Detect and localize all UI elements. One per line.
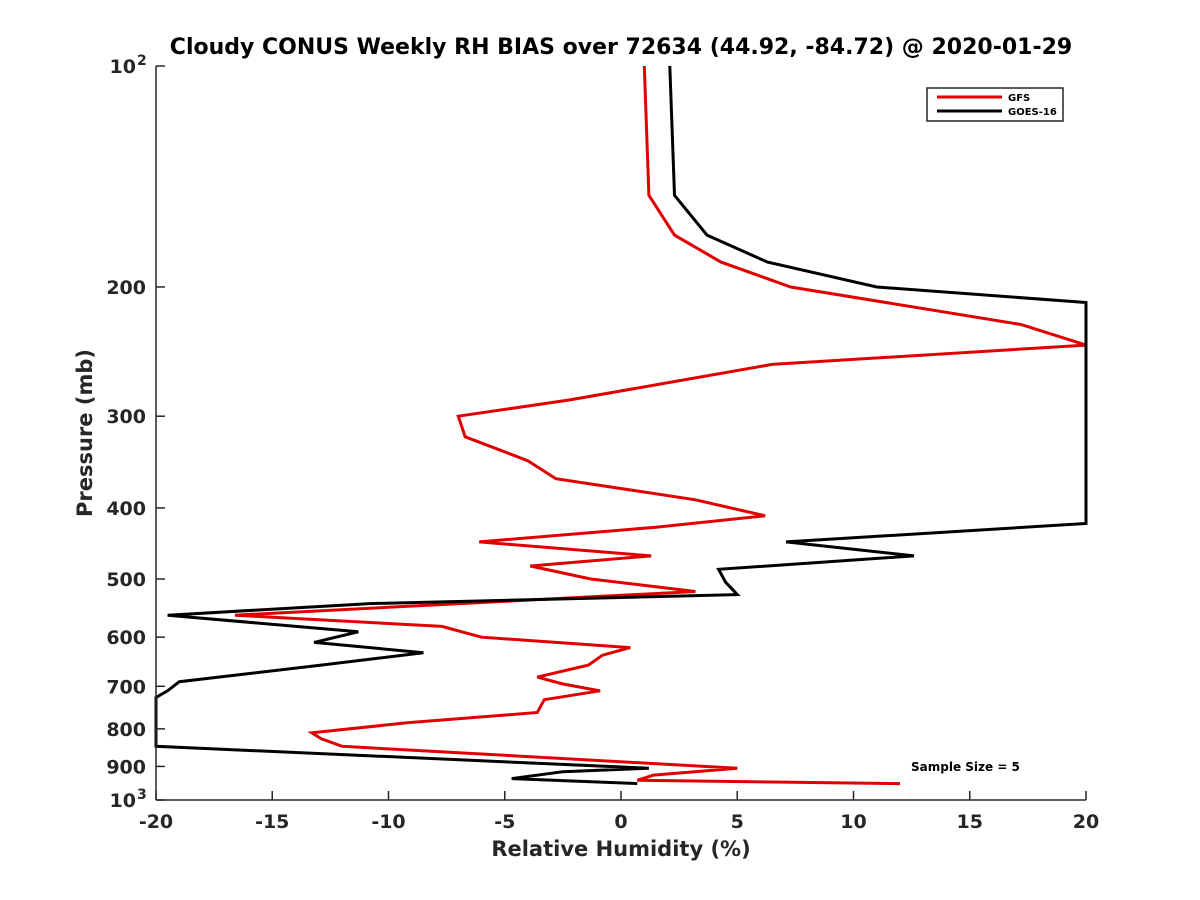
y-tick-label: 500 — [106, 569, 146, 591]
x-tick-label: 10 — [840, 811, 866, 833]
x-tick-label: -15 — [255, 811, 289, 833]
x-tick-label: 20 — [1073, 811, 1099, 833]
y-tick-exponent: 2 — [137, 53, 147, 69]
x-tick-label: 5 — [731, 811, 744, 833]
y-axis-label: Pressure (mb) — [73, 349, 97, 517]
x-tick-label: -10 — [371, 811, 405, 833]
y-tick-label: 300 — [106, 406, 146, 428]
x-axis-label: Relative Humidity (%) — [491, 837, 750, 861]
y-tick-label: 900 — [106, 756, 146, 778]
x-ticks: -20 -15 -10 -5 0 5 10 15 20 — [139, 791, 1099, 833]
y-tick-label: 800 — [106, 719, 146, 741]
y-tick-label: 700 — [106, 676, 146, 698]
y-tick-label: 400 — [106, 498, 146, 520]
x-tick-label: 0 — [614, 811, 627, 833]
y-tick-label: 600 — [106, 627, 146, 649]
x-tick-label: -5 — [494, 811, 515, 833]
x-tick-label: 15 — [957, 811, 983, 833]
y-tick-exponent: 3 — [137, 787, 147, 803]
legend-entry-gfs: GFS — [1008, 93, 1030, 104]
y-tick-label: 10 — [110, 790, 136, 812]
y-tick-label: 200 — [106, 277, 146, 299]
y-tick-label: 10 — [110, 56, 136, 78]
x-tick-label: -20 — [139, 811, 173, 833]
legend-box — [926, 87, 1064, 122]
chart-title: Cloudy CONUS Weekly RH BIAS over 72634 (… — [170, 35, 1072, 60]
legend: GFS GOES-16 — [926, 87, 1064, 122]
legend-entry-goes16: GOES-16 — [1008, 107, 1057, 118]
series-line-gfs — [234, 65, 1087, 786]
sample-size-annotation: Sample Size = 5 — [911, 760, 1020, 774]
